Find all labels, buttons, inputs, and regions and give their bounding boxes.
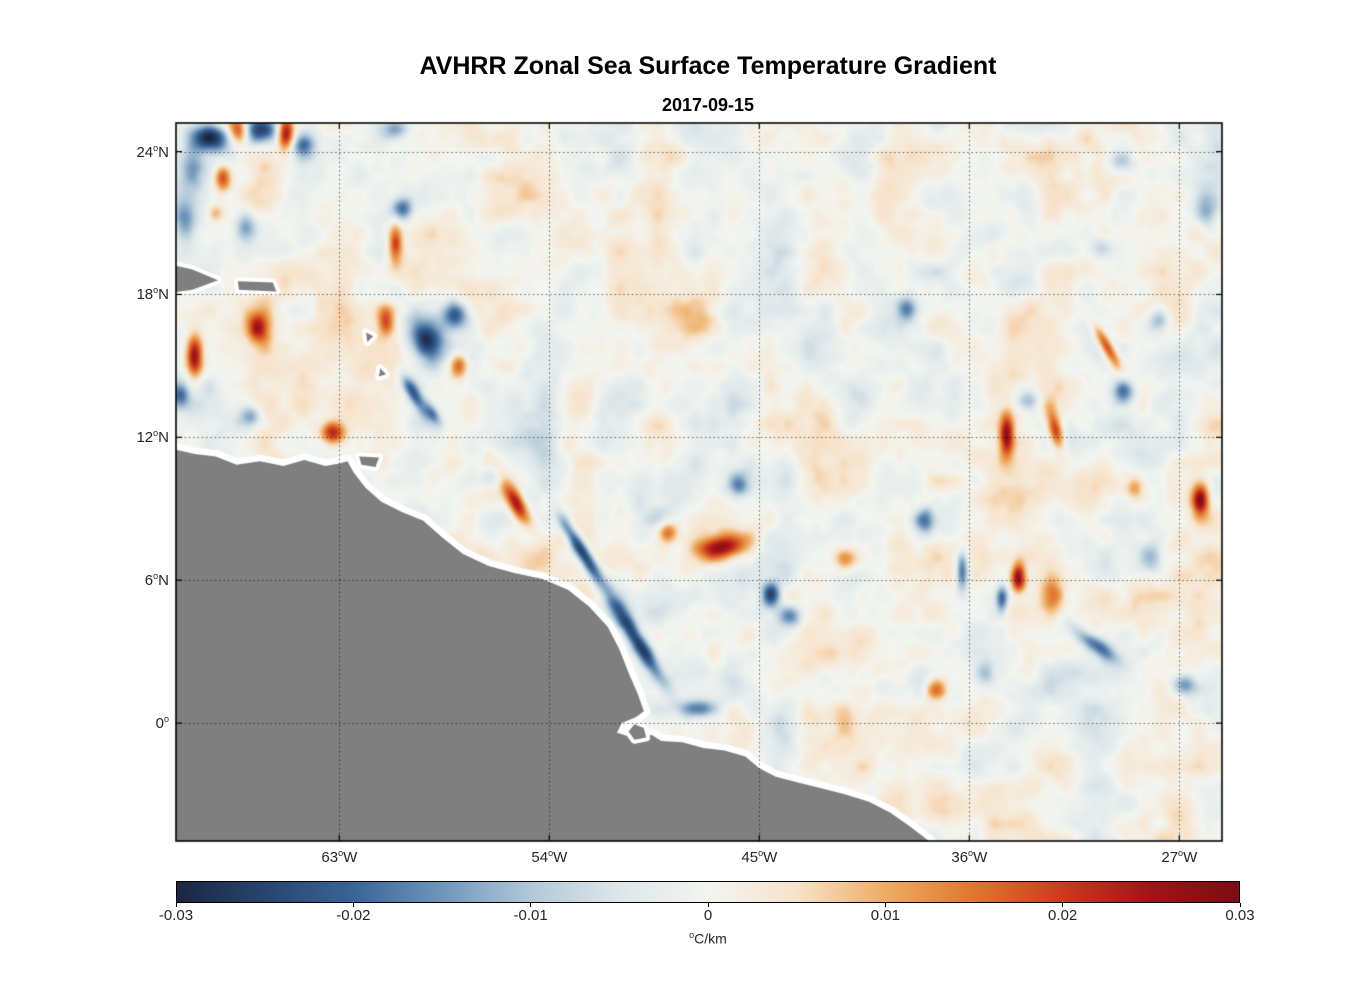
colorbar-tick-label: 0.02: [1048, 907, 1078, 924]
colorbar-tick-label: 0.03: [1225, 907, 1255, 924]
colorbar-tick-label: -0.03: [158, 907, 194, 924]
y-tick-label: 0o: [155, 714, 169, 733]
y-tick-label: 24oN: [136, 142, 169, 161]
colorbar-tick-label: 0: [703, 907, 713, 924]
y-tick-label: 12oN: [136, 428, 169, 447]
colorbar-tick-mark: [1239, 903, 1241, 907]
colorbar-tick-label: 0.01: [870, 907, 900, 924]
x-tick-label: 45oW: [741, 848, 778, 866]
colorbar-tick-label: -0.01: [513, 907, 548, 924]
y-tick-label: 6oN: [144, 571, 169, 590]
y-tick-label: 18oN: [136, 285, 169, 304]
x-tick-label: 54oW: [531, 848, 568, 866]
colorbar-tick-mark: [352, 903, 354, 907]
colorbar-tick-mark: [175, 903, 177, 907]
x-tick-label: 27oW: [1161, 848, 1198, 866]
colorbar-tick-mark: [707, 903, 709, 907]
x-tick-label: 63oW: [321, 848, 358, 866]
colorbar: [176, 881, 1240, 903]
x-tick-label: 36oW: [951, 848, 988, 866]
colorbar-tick-mark: [530, 903, 532, 907]
colorbar-units-label: oC/km: [689, 930, 727, 947]
colorbar-tick-mark: [1062, 903, 1064, 907]
colorbar-tick-label: -0.02: [336, 907, 371, 924]
colorbar-tick-mark: [884, 903, 886, 907]
